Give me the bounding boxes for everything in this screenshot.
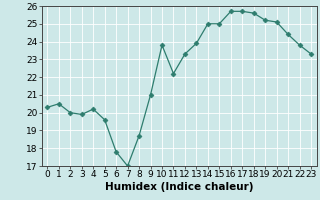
X-axis label: Humidex (Indice chaleur): Humidex (Indice chaleur) [105,182,253,192]
